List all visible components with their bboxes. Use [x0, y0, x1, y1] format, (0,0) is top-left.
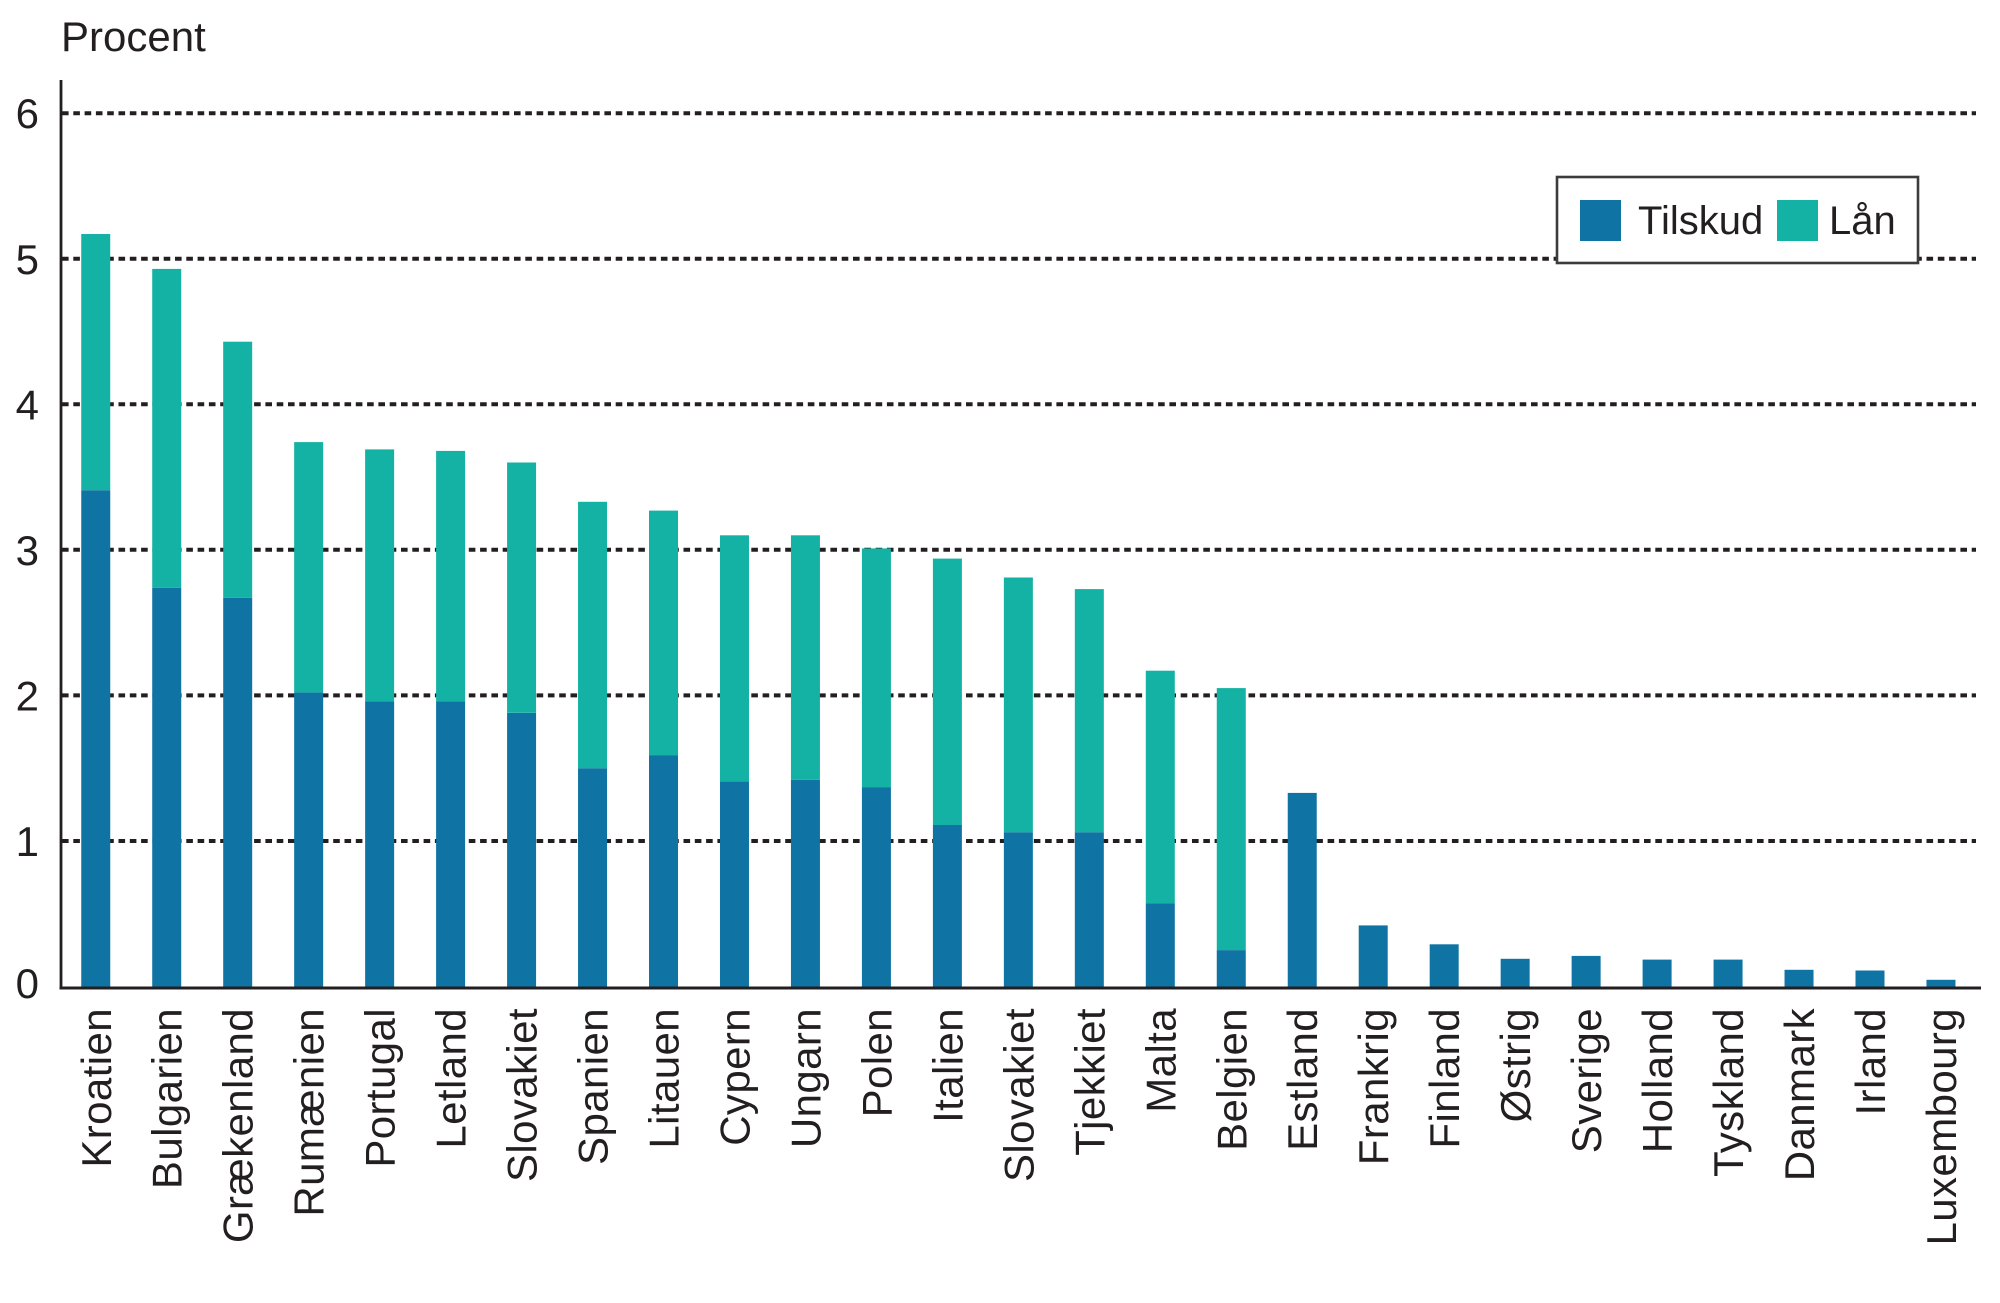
svg-text:Polen: Polen [853, 1008, 900, 1117]
svg-text:Tyskland: Tyskland [1705, 1008, 1752, 1177]
svg-text:Estland: Estland [1279, 1008, 1326, 1151]
svg-text:Portugal: Portugal [357, 1008, 404, 1168]
svg-text:4: 4 [16, 381, 39, 428]
svg-text:Letland: Letland [428, 1008, 475, 1149]
svg-text:5: 5 [16, 236, 39, 283]
svg-text:3: 3 [16, 527, 39, 574]
svg-text:Cypern: Cypern [711, 1008, 758, 1146]
svg-text:Danmark: Danmark [1776, 1007, 1823, 1181]
svg-text:Italien: Italien [924, 1008, 971, 1123]
svg-text:Finland: Finland [1421, 1008, 1468, 1149]
svg-text:Spanien: Spanien [570, 1008, 617, 1165]
svg-text:Procent: Procent [61, 13, 206, 60]
svg-text:Lån: Lån [1829, 199, 1896, 243]
svg-text:Ungarn: Ungarn [782, 1008, 829, 1148]
svg-text:Sverige: Sverige [1563, 1008, 1610, 1153]
svg-text:Frankrig: Frankrig [1350, 1008, 1397, 1165]
svg-text:Malta: Malta [1137, 1008, 1184, 1113]
svg-text:2: 2 [16, 672, 39, 719]
svg-text:0: 0 [16, 960, 39, 1007]
svg-text:Rumænien: Rumænien [286, 1008, 333, 1217]
svg-text:Grækenland: Grækenland [215, 1008, 262, 1243]
svg-text:Slovakiet: Slovakiet [995, 1008, 1042, 1182]
svg-text:Østrig: Østrig [1492, 1008, 1539, 1122]
svg-text:Irland: Irland [1847, 1008, 1894, 1115]
svg-text:Tjekkiet: Tjekkiet [1066, 1008, 1113, 1156]
svg-text:Tilskud: Tilskud [1638, 199, 1763, 243]
svg-text:Slovakiet: Slovakiet [499, 1008, 546, 1182]
svg-text:Kroatien: Kroatien [73, 1008, 120, 1168]
svg-text:Bulgarien: Bulgarien [144, 1008, 191, 1189]
svg-text:Belgien: Belgien [1208, 1008, 1255, 1151]
svg-text:Luxembourg: Luxembourg [1918, 1008, 1965, 1245]
svg-text:1: 1 [16, 818, 39, 865]
svg-text:6: 6 [16, 90, 39, 137]
svg-text:Holland: Holland [1634, 1008, 1681, 1153]
svg-text:Litauen: Litauen [641, 1008, 688, 1149]
